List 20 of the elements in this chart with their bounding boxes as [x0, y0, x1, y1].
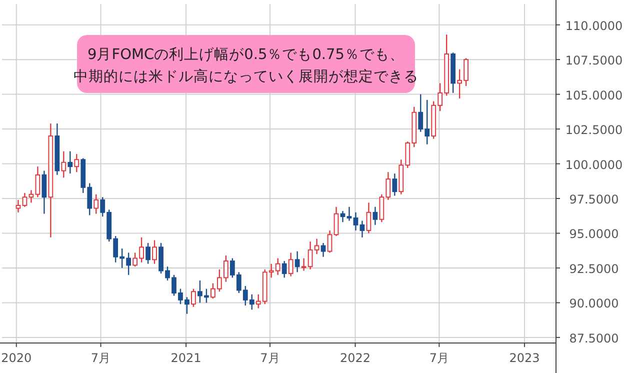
- x-tick-label: 7月: [260, 351, 280, 365]
- y-tick-label: 92.5000: [569, 262, 619, 276]
- annotation: 9月FOMCの利上げ幅が0.5％でも0.75％でも、 中期的には米ドル高になっていく展開が想定できる: [74, 35, 418, 93]
- x-tick-label: 7月: [90, 351, 111, 365]
- y-tick-label: 97.5000: [569, 192, 619, 207]
- y-tick-label: 102.5000: [565, 123, 623, 138]
- y-tick-label: 87.5000: [569, 331, 619, 346]
- y-tick-label: 100.0000: [565, 158, 623, 172]
- annotation: 9月FOMCの利上げ幅が0.5％でも0.75％でも、: [88, 46, 404, 63]
- y-tick-label: 90.0000: [569, 296, 619, 311]
- annotation: 中期的には米ドル高になっていく展開が想定できる: [74, 68, 418, 85]
- y-tick-label: 110.0000: [565, 18, 623, 33]
- y-tick-label: 107.5000: [565, 54, 623, 68]
- x-tick-label: 2021: [170, 351, 202, 365]
- x-tick-label: 2023: [509, 351, 540, 365]
- x-tick-label: 2022: [340, 351, 371, 365]
- x-tick-label: 7月: [429, 351, 449, 365]
- y-tick-label: 105.0000: [565, 88, 623, 102]
- x-tick-label: 2020: [1, 351, 32, 365]
- y-tick-label: 95.0000: [569, 227, 619, 242]
